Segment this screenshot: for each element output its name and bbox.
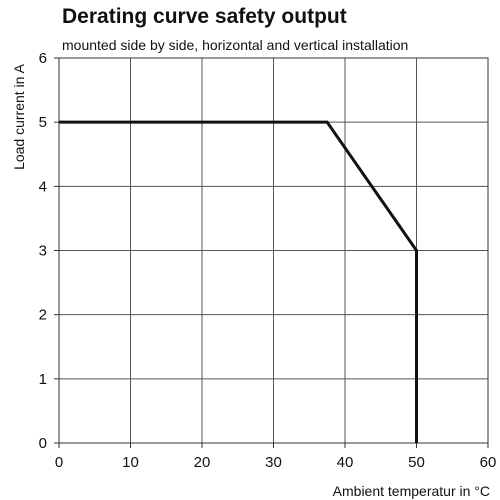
x-tick-label-10: 10 (122, 454, 139, 471)
y-tick-label-6: 6 (39, 50, 47, 67)
x-tick-label-30: 30 (265, 454, 282, 471)
y-tick-label-5: 5 (39, 114, 47, 131)
chart-title: Derating curve safety output (62, 5, 347, 28)
x-tick-label-60: 60 (480, 454, 497, 471)
x-tick-label-50: 50 (408, 454, 425, 471)
x-tick-label-0: 0 (55, 454, 63, 471)
derating-curve-line (59, 120, 418, 443)
x-tick-label-20: 20 (194, 454, 211, 471)
chart-subtitle: mounted side by side, horizontal and ver… (62, 37, 408, 53)
tick-labels: 0 10 20 30 40 50 60 0 1 2 3 4 5 6 (39, 50, 497, 471)
y-tick-label-2: 2 (39, 307, 47, 324)
x-tick-label-40: 40 (337, 454, 354, 471)
y-tick-label-1: 1 (39, 371, 47, 388)
series-layer (59, 120, 418, 443)
grid (59, 58, 488, 443)
y-tick-label-3: 3 (39, 243, 47, 260)
axis-ticks (54, 57, 489, 448)
x-axis-label: Ambient temperatur in °C (333, 483, 490, 499)
y-tick-label-0: 0 (39, 435, 47, 452)
y-axis-label: Load current in A (11, 63, 27, 170)
y-tick-label-4: 4 (39, 178, 47, 195)
